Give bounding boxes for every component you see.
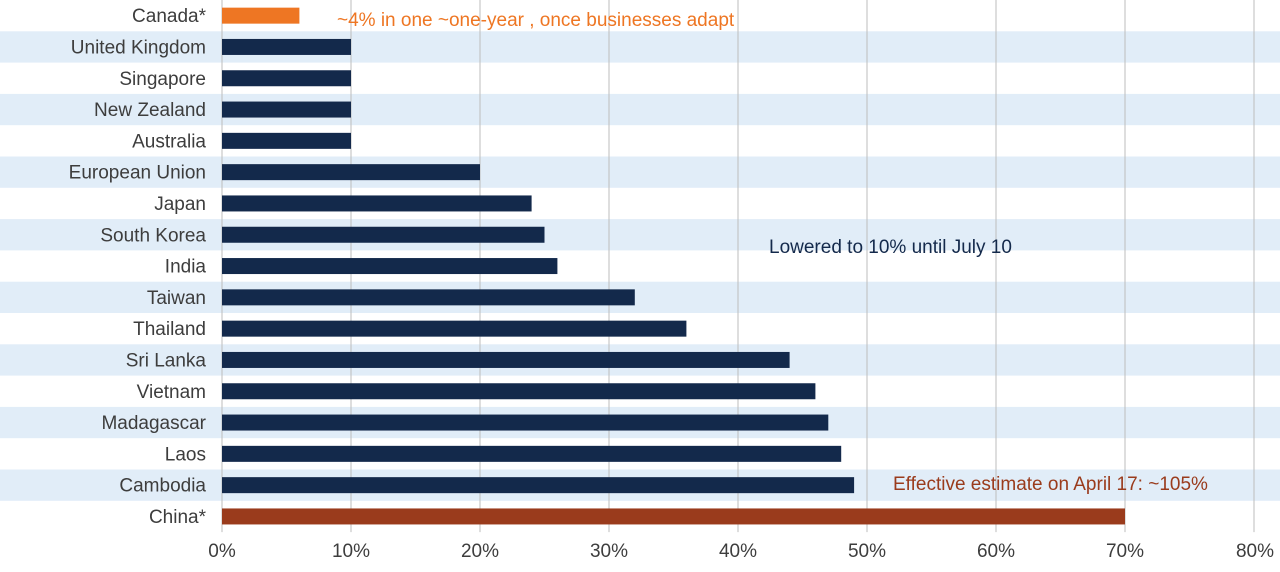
- category-label: Thailand: [133, 319, 206, 340]
- category-label: Canada*: [132, 6, 207, 27]
- bars: [222, 7, 1125, 525]
- category-labels: Canada* United Kingdom Singapore New Zealan…: [69, 6, 207, 528]
- x-tick-label: 10%: [332, 541, 370, 562]
- row-bands: [0, 31, 1280, 501]
- category-label: India: [165, 257, 207, 278]
- row-band: [0, 219, 1280, 251]
- bar: [222, 195, 532, 212]
- bar: [222, 289, 635, 306]
- x-tick-label: 0%: [208, 541, 236, 562]
- category-label: South Korea: [100, 225, 206, 246]
- bar: [222, 38, 351, 55]
- x-tick-label: 30%: [590, 541, 628, 562]
- x-tick-label: 20%: [461, 541, 499, 562]
- bar: [222, 414, 829, 431]
- bar: [222, 226, 545, 243]
- bar: [222, 101, 351, 118]
- bar: [222, 351, 790, 368]
- category-label: Australia: [132, 131, 206, 152]
- category-label: Japan: [154, 194, 206, 215]
- x-tick-label: 70%: [1106, 541, 1144, 562]
- category-label: Laos: [165, 444, 206, 465]
- bar: [222, 70, 351, 87]
- china-annotation: Effective estimate on April 17: ~105%: [893, 474, 1208, 495]
- x-tick-labels: 0% 10% 20% 30% 40% 50% 60% 70% 80%: [208, 541, 1274, 562]
- category-label: Vietnam: [137, 382, 206, 403]
- category-label: United Kingdom: [71, 37, 206, 58]
- bar: [222, 320, 687, 337]
- category-label: European Union: [69, 163, 206, 184]
- x-tick-label: 60%: [977, 541, 1015, 562]
- category-label: New Zealand: [94, 100, 206, 121]
- category-label: Cambodia: [119, 476, 206, 497]
- x-tick-label: 40%: [719, 541, 757, 562]
- category-label: Singapore: [119, 69, 206, 90]
- row-band: [0, 156, 1280, 188]
- category-label: China*: [149, 507, 207, 528]
- lowered-annotation: Lowered to 10% until July 10: [769, 237, 1012, 258]
- category-label: Taiwan: [147, 288, 206, 309]
- bar: [222, 508, 1125, 525]
- bar: [222, 383, 816, 400]
- canada-annotation: ~4% in one ~one-year , once businesses a…: [337, 10, 735, 31]
- x-tick-label: 50%: [848, 541, 886, 562]
- category-label: Sri Lanka: [126, 350, 207, 371]
- row-band: [0, 281, 1280, 313]
- bar: [222, 7, 300, 24]
- bar: [222, 132, 351, 149]
- bar: [222, 445, 842, 462]
- x-tick-label: 80%: [1236, 541, 1274, 562]
- bar: [222, 258, 558, 275]
- bar: [222, 164, 480, 181]
- category-label: Madagascar: [101, 413, 206, 434]
- bar: [222, 477, 855, 494]
- row-band: [0, 93, 1280, 126]
- row-band: [0, 31, 1280, 63]
